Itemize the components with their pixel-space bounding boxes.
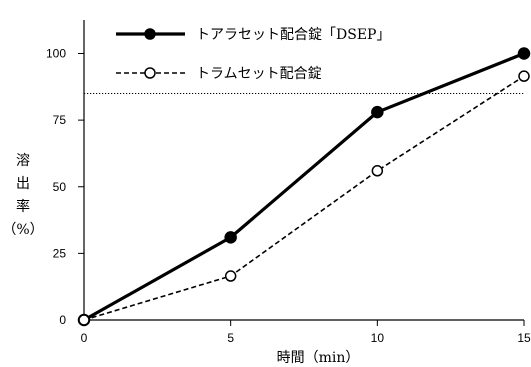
y-axis-label-char: （%） (2, 222, 43, 238)
y-tick-label: 50 (53, 180, 67, 194)
series-1-point (224, 231, 237, 244)
y-tick-label: 75 (53, 113, 67, 127)
axes (83, 20, 524, 321)
legend-label-series-2: トラムセット配合錠 (196, 66, 322, 82)
series-line-1 (83, 52, 525, 322)
y-axis-label-char: 出 (16, 176, 30, 192)
y-axis-label: 溶 出 率 （%） (2, 153, 43, 238)
ticks: 0 25 50 75 100 0 5 10 15 (46, 47, 531, 346)
series-2-point (371, 165, 384, 177)
y-tick-label: 0 (59, 313, 66, 327)
legend-marker-series-1 (144, 28, 156, 40)
y-axis-label-char: 溶 (16, 153, 30, 169)
series-2-point (224, 270, 237, 282)
y-tick-label: 100 (46, 47, 66, 61)
y-tick-label: 25 (53, 246, 67, 260)
x-tick-label: 10 (371, 331, 385, 345)
x-tick-label: 15 (517, 331, 531, 345)
legend-label-series-1: トアラセット配合錠「DSEP」 (196, 27, 390, 43)
series-2-point (78, 314, 90, 326)
legend-marker-series-2 (144, 67, 156, 79)
x-tick-label: 0 (81, 331, 88, 345)
series-2-point (518, 70, 530, 82)
series-1-point (371, 105, 384, 119)
x-tick-label: 5 (227, 331, 234, 345)
series-line-2 (83, 75, 525, 321)
x-axis-label: 時間（min） (277, 350, 360, 366)
series-group (77, 47, 531, 327)
series-1-point (517, 47, 531, 60)
legend: トアラセット配合錠「DSEP」 トラムセット配合錠 (116, 27, 390, 82)
y-axis-label-char: 率 (16, 198, 30, 215)
